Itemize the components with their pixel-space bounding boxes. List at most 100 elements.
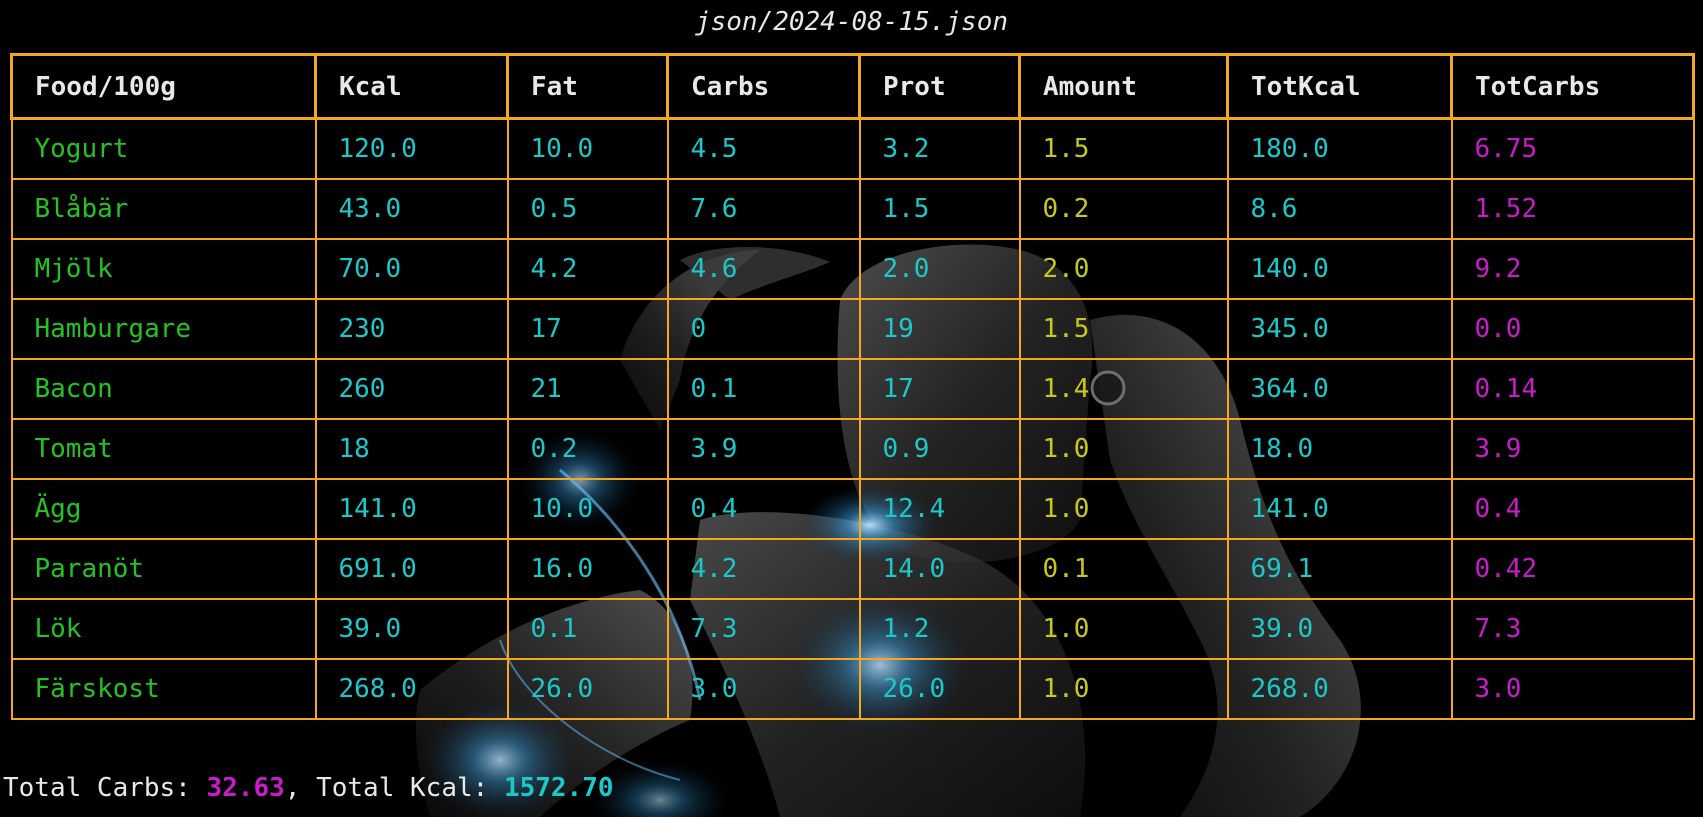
cell-totcarbs: 3.0 bbox=[1450, 657, 1695, 720]
cell-prot: 12.4 bbox=[858, 477, 1021, 540]
cell-kcal: 230 bbox=[314, 297, 509, 360]
cell-prot: 26.0 bbox=[858, 657, 1021, 720]
cell-totcarbs: 0.42 bbox=[1450, 537, 1695, 600]
totals-line: Total Carbs: 32.63, Total Kcal: 1572.70 bbox=[3, 770, 614, 806]
cell-carbs: 0.4 bbox=[666, 477, 861, 540]
cell-totcarbs: 3.9 bbox=[1450, 417, 1695, 480]
cell-food: Bacon bbox=[10, 357, 317, 420]
table-row: Hamburgare 230 17 0 19 1.5 345.0 0.0 bbox=[10, 297, 1695, 360]
cell-kcal: 120.0 bbox=[314, 117, 509, 180]
nutrition-table: Food/100g Kcal Fat Carbs Prot Amount Tot… bbox=[10, 53, 1695, 720]
cell-fat: 21 bbox=[506, 357, 669, 420]
cell-prot: 2.0 bbox=[858, 237, 1021, 300]
cell-carbs: 4.5 bbox=[666, 117, 861, 180]
header-totcarbs: TotCarbs bbox=[1450, 53, 1695, 120]
cell-fat: 16.0 bbox=[506, 537, 669, 600]
table-row: Ägg 141.0 10.0 0.4 12.4 1.0 141.0 0.4 bbox=[10, 477, 1695, 540]
header-fat: Fat bbox=[506, 53, 669, 120]
cell-totcarbs: 0.0 bbox=[1450, 297, 1695, 360]
table-row: Färskost 268.0 26.0 3.0 26.0 1.0 268.0 3.0 bbox=[10, 657, 1695, 720]
cell-kcal: 260 bbox=[314, 357, 509, 420]
cell-prot: 0.9 bbox=[858, 417, 1021, 480]
cell-prot: 19 bbox=[858, 297, 1021, 360]
header-totkcal: TotKcal bbox=[1226, 53, 1453, 120]
cell-food: Tomat bbox=[10, 417, 317, 480]
cell-totcarbs: 6.75 bbox=[1450, 117, 1695, 180]
cell-prot: 1.5 bbox=[858, 177, 1021, 240]
cell-kcal: 691.0 bbox=[314, 537, 509, 600]
cell-fat: 0.5 bbox=[506, 177, 669, 240]
cell-totcarbs: 7.3 bbox=[1450, 597, 1695, 660]
cell-totkcal: 18.0 bbox=[1226, 417, 1453, 480]
cell-prot: 1.2 bbox=[858, 597, 1021, 660]
total-kcal-label: , Total Kcal: bbox=[284, 773, 504, 803]
cell-fat: 17 bbox=[506, 297, 669, 360]
cell-carbs: 0.1 bbox=[666, 357, 861, 420]
header-amount: Amount bbox=[1018, 53, 1229, 120]
cell-kcal: 268.0 bbox=[314, 657, 509, 720]
cell-prot: 14.0 bbox=[858, 537, 1021, 600]
table-row: Tomat 18 0.2 3.9 0.9 1.0 18.0 3.9 bbox=[10, 417, 1695, 480]
cell-totcarbs: 1.52 bbox=[1450, 177, 1695, 240]
cell-amount: 2.0 bbox=[1018, 237, 1229, 300]
cell-amount: 0.1 bbox=[1018, 537, 1229, 600]
header-kcal: Kcal bbox=[314, 53, 509, 120]
cell-carbs: 0 bbox=[666, 297, 861, 360]
header-carbs: Carbs bbox=[666, 53, 861, 120]
cell-fat: 10.0 bbox=[506, 117, 669, 180]
cell-amount: 1.0 bbox=[1018, 417, 1229, 480]
cell-totkcal: 268.0 bbox=[1226, 657, 1453, 720]
table-row: Blåbär 43.0 0.5 7.6 1.5 0.2 8.6 1.52 bbox=[10, 177, 1695, 240]
cell-fat: 4.2 bbox=[506, 237, 669, 300]
table-body: Yogurt 120.0 10.0 4.5 3.2 1.5 180.0 6.75 Blåbär 4… bbox=[10, 117, 1695, 720]
cell-totkcal: 39.0 bbox=[1226, 597, 1453, 660]
cell-food: Mjölk bbox=[10, 237, 317, 300]
cell-totkcal: 364.0 bbox=[1226, 357, 1453, 420]
cell-amount: 0.2 bbox=[1018, 177, 1229, 240]
cell-amount: 1.5 bbox=[1018, 297, 1229, 360]
header-food: Food/100g bbox=[10, 53, 317, 120]
cell-totkcal: 140.0 bbox=[1226, 237, 1453, 300]
cell-food: Paranöt bbox=[10, 537, 317, 600]
cell-carbs: 3.0 bbox=[666, 657, 861, 720]
cell-totkcal: 345.0 bbox=[1226, 297, 1453, 360]
cell-totkcal: 69.1 bbox=[1226, 537, 1453, 600]
cell-fat: 10.0 bbox=[506, 477, 669, 540]
nutrition-table-container: Food/100g Kcal Fat Carbs Prot Amount Tot… bbox=[10, 53, 1695, 720]
cell-totkcal: 141.0 bbox=[1226, 477, 1453, 540]
cell-food: Ägg bbox=[10, 477, 317, 540]
table-row: Paranöt 691.0 16.0 4.2 14.0 0.1 69.1 0.42 bbox=[10, 537, 1695, 600]
total-kcal-value: 1572.70 bbox=[503, 773, 614, 803]
cell-amount: 1.5 bbox=[1018, 117, 1229, 180]
file-title: json/2024-08-15.json bbox=[694, 7, 1009, 37]
cell-kcal: 70.0 bbox=[314, 237, 509, 300]
header-prot: Prot bbox=[858, 53, 1021, 120]
cell-carbs: 7.3 bbox=[666, 597, 861, 660]
cell-kcal: 141.0 bbox=[314, 477, 509, 540]
cell-fat: 0.1 bbox=[506, 597, 669, 660]
table-row: Lök 39.0 0.1 7.3 1.2 1.0 39.0 7.3 bbox=[10, 597, 1695, 660]
cell-fat: 0.2 bbox=[506, 417, 669, 480]
total-carbs-label: Total Carbs: bbox=[3, 773, 207, 803]
cell-carbs: 7.6 bbox=[666, 177, 861, 240]
cell-amount: 1.4 bbox=[1018, 357, 1229, 420]
cell-food: Yogurt bbox=[10, 117, 317, 180]
table-row: Mjölk 70.0 4.2 4.6 2.0 2.0 140.0 9.2 bbox=[10, 237, 1695, 300]
cell-carbs: 3.9 bbox=[666, 417, 861, 480]
table-row: Bacon 260 21 0.1 17 1.4 364.0 0.14 bbox=[10, 357, 1695, 420]
cell-totkcal: 8.6 bbox=[1226, 177, 1453, 240]
table-header-row: Food/100g Kcal Fat Carbs Prot Amount Tot… bbox=[10, 53, 1695, 120]
cell-totkcal: 180.0 bbox=[1226, 117, 1453, 180]
cell-totcarbs: 0.4 bbox=[1450, 477, 1695, 540]
cell-prot: 3.2 bbox=[858, 117, 1021, 180]
total-carbs-value: 32.63 bbox=[206, 773, 285, 803]
cell-kcal: 39.0 bbox=[314, 597, 509, 660]
cell-carbs: 4.2 bbox=[666, 537, 861, 600]
cell-food: Färskost bbox=[10, 657, 317, 720]
cell-food: Blåbär bbox=[10, 177, 317, 240]
cell-prot: 17 bbox=[858, 357, 1021, 420]
cell-totcarbs: 9.2 bbox=[1450, 237, 1695, 300]
cell-totcarbs: 0.14 bbox=[1450, 357, 1695, 420]
cell-amount: 1.0 bbox=[1018, 597, 1229, 660]
cell-food: Hamburgare bbox=[10, 297, 317, 360]
